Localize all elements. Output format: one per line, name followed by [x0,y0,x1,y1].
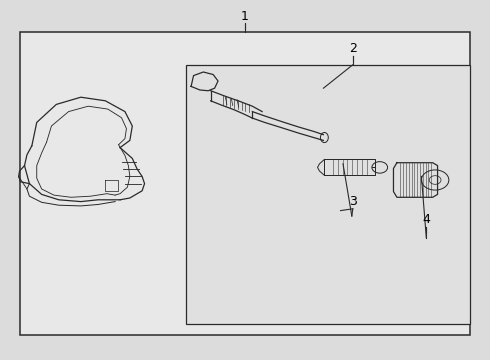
Text: 2: 2 [349,42,357,55]
Bar [186,65,470,324]
Text: 1: 1 [241,10,249,23]
Text: 3: 3 [349,195,357,208]
Bar [20,32,470,335]
Text: 4: 4 [422,213,430,226]
